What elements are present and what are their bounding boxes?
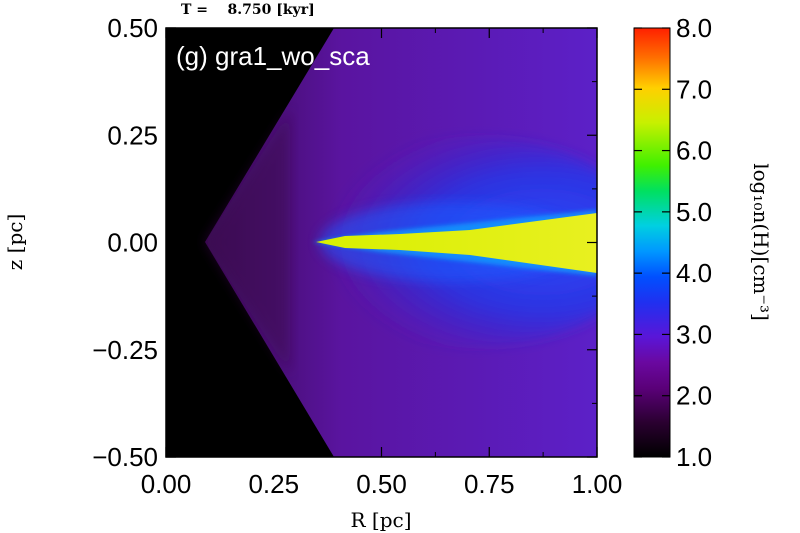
colorbar-tick-label: 3.0 [676, 319, 712, 349]
x-tick-label: 0.50 [356, 469, 407, 499]
colorbar-tick-label: 6.0 [676, 136, 712, 166]
y-tick-label: −0.25 [92, 335, 158, 365]
colorbar-frame [633, 27, 671, 458]
colorbar-title: log₁₀n(H)[cm⁻³] [749, 163, 773, 321]
x-axis: 0.00 0.25 0.50 0.75 1.00 [141, 28, 623, 499]
y-axis-title: z [pc] [3, 214, 27, 271]
colorbar-tick-label: 4.0 [676, 258, 712, 288]
x-tick-label: 0.75 [464, 469, 515, 499]
y-axis: 0.50 0.25 0.00 −0.25 −0.50 [92, 13, 597, 472]
colorbar-tick-label: 7.0 [676, 74, 712, 104]
x-tick-label: 0.00 [141, 469, 192, 499]
disk [316, 213, 597, 273]
x-tick-label: 1.00 [572, 469, 623, 499]
y-tick-label: 0.00 [107, 228, 158, 258]
colorbar-axis: 8.0 7.0 6.0 5.0 4.0 3.0 2.0 1.0 [634, 13, 712, 472]
x-axis-title: R [pc] [350, 508, 411, 532]
panel-label: (g) gra1_wo_sca [176, 41, 370, 71]
y-tick-label: −0.50 [92, 442, 158, 472]
colorbar-tick-label: 8.0 [676, 13, 712, 43]
colorbar-tick-label: 5.0 [676, 197, 712, 227]
envelope-shadow [205, 110, 290, 374]
colorbar-tick-label: 2.0 [676, 381, 712, 411]
colorbar [634, 28, 670, 457]
y-tick-label: 0.25 [107, 120, 158, 150]
time-label: T = 8.750 [kyr] [181, 2, 315, 18]
colorbar-tick-label: 1.0 [676, 442, 712, 472]
x-tick-label: 0.25 [248, 469, 299, 499]
heatmap [166, 28, 597, 457]
y-tick-label: 0.50 [107, 13, 158, 43]
